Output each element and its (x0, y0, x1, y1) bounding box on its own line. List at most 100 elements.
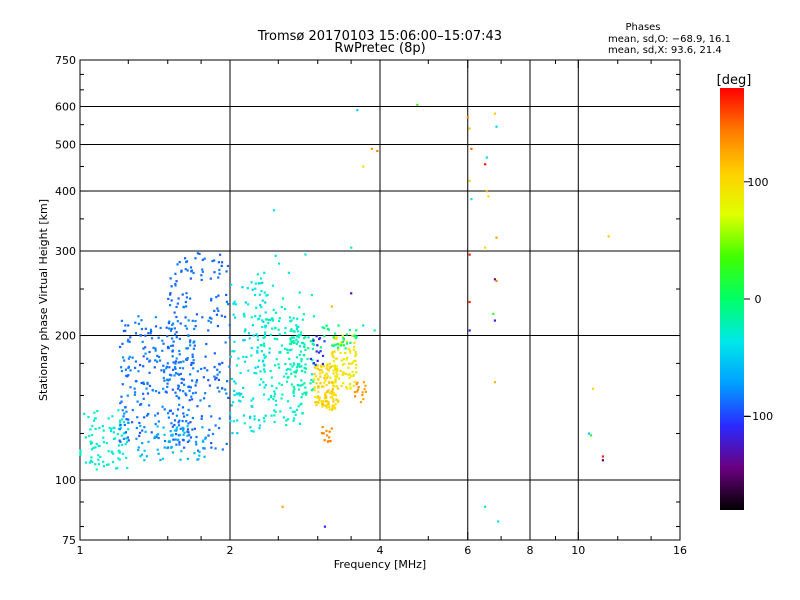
data-point (178, 403, 181, 406)
data-point (269, 333, 272, 337)
data-point (193, 452, 196, 455)
data-point (313, 372, 316, 376)
data-point (171, 368, 175, 371)
data-point (300, 396, 303, 399)
data-point (295, 342, 298, 346)
data-point (185, 394, 188, 397)
data-point (286, 348, 289, 351)
data-point (322, 400, 325, 403)
data-point (253, 371, 256, 375)
data-point (232, 302, 235, 305)
data-point (83, 412, 86, 416)
data-point (320, 364, 323, 367)
data-point (209, 277, 212, 280)
data-point (285, 419, 288, 422)
data-point (135, 426, 138, 430)
data-point (218, 371, 221, 374)
data-point (484, 246, 487, 249)
data-point (247, 369, 250, 372)
data-point (293, 387, 296, 391)
data-point (143, 416, 146, 419)
data-point (292, 330, 295, 333)
y-tick-label: 400 (55, 185, 76, 198)
data-point (116, 432, 120, 436)
data-point (315, 365, 318, 368)
data-point (273, 420, 276, 424)
data-point (269, 396, 272, 399)
data-point (264, 414, 267, 417)
data-point (297, 334, 301, 337)
data-point (118, 345, 122, 349)
data-point (144, 430, 147, 433)
data-point (298, 422, 302, 425)
data-point (275, 403, 278, 406)
data-point (165, 365, 169, 368)
data-point (264, 326, 267, 329)
data-point (217, 378, 221, 382)
data-point (199, 399, 202, 402)
data-point (158, 391, 161, 394)
data-point (134, 321, 137, 324)
data-point (298, 291, 301, 294)
data-point (334, 366, 337, 369)
data-point (176, 408, 180, 411)
data-point (310, 378, 313, 382)
data-point (273, 395, 276, 398)
data-point (140, 327, 144, 331)
data-point (174, 362, 177, 365)
data-point (351, 370, 354, 374)
data-point (119, 402, 122, 405)
data-point (350, 292, 353, 295)
data-point (234, 382, 237, 385)
data-point (175, 357, 178, 360)
data-point (280, 397, 283, 400)
data-point (332, 393, 335, 396)
data-point (250, 399, 253, 402)
data-point (364, 384, 367, 387)
data-point (243, 360, 247, 363)
data-point (470, 198, 473, 201)
data-point (339, 351, 342, 355)
data-point (250, 346, 253, 350)
data-point (289, 337, 292, 340)
data-point (228, 336, 231, 339)
data-point (170, 434, 173, 437)
data-point (284, 326, 287, 330)
data-point (225, 293, 228, 297)
data-point (354, 359, 357, 362)
data-point (317, 390, 320, 393)
data-point (217, 261, 220, 264)
data-point (178, 260, 181, 264)
colorbar-tick-label: −100 (743, 410, 773, 423)
data-point (312, 362, 315, 365)
data-point (243, 314, 246, 317)
data-point (259, 282, 262, 285)
data-point (254, 315, 257, 318)
data-point (220, 314, 223, 317)
data-point (169, 293, 172, 296)
data-point (119, 366, 123, 369)
data-point (328, 366, 332, 369)
data-point (263, 333, 267, 337)
colorbar-tick-label: 0 (755, 293, 762, 306)
data-point (178, 349, 181, 353)
data-point (139, 424, 142, 428)
data-point (126, 394, 129, 397)
data-point (126, 466, 129, 470)
data-point (213, 375, 216, 378)
data-point (196, 405, 199, 408)
data-point (294, 375, 297, 378)
data-point (302, 313, 305, 316)
data-point (166, 446, 169, 450)
data-point (334, 343, 337, 346)
data-point (89, 428, 92, 431)
data-point (140, 403, 143, 406)
data-point (289, 406, 292, 410)
data-point (355, 363, 358, 366)
data-point (262, 381, 265, 384)
data-point (259, 378, 263, 381)
data-point (159, 359, 162, 362)
data-point (175, 426, 178, 429)
data-point (147, 404, 151, 407)
data-point (188, 434, 191, 437)
